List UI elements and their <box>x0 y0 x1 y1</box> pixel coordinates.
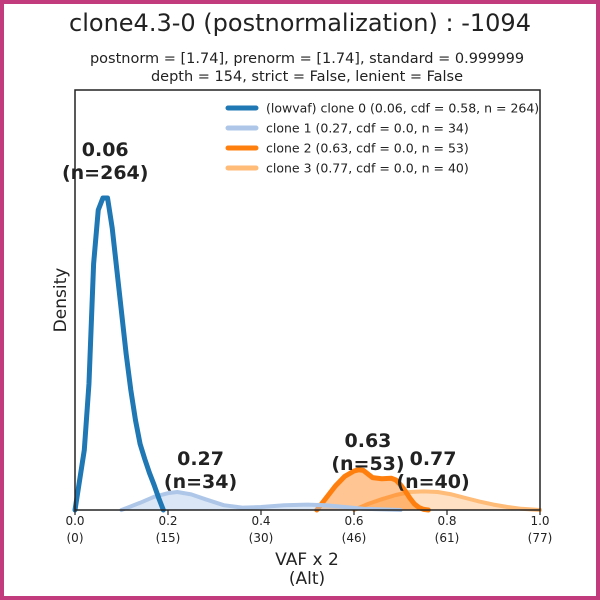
chart-subtitle-line-1: postnorm = [1.74], prenorm = [1.74], sta… <box>90 51 524 67</box>
series-0-line <box>72 195 166 513</box>
series-1-line <box>119 490 403 512</box>
x-tick-label: 0.4 <box>251 514 270 528</box>
legend-entry-0: (lowvaf) clone 0 (0.06, cdf = 0.58, n = … <box>266 101 539 116</box>
peak-value-label: 0.27 <box>177 448 224 470</box>
series-3-line <box>352 489 542 512</box>
legend: (lowvaf) clone 0 (0.06, cdf = 0.58, n = … <box>225 101 539 176</box>
legend-entry-3: clone 3 (0.77, cdf = 0.0, n = 40) <box>266 161 469 176</box>
peak-value-label: 0.06 <box>82 139 129 161</box>
peak-count-label: (n=34) <box>164 471 237 493</box>
y-axis-label: Density <box>51 268 71 333</box>
plot-area-border <box>74 89 541 511</box>
peak-count-label: (n=40) <box>396 471 469 493</box>
legend-entry-2: clone 2 (0.63, cdf = 0.0, n = 53) <box>266 141 469 156</box>
peak-annotations: 0.06(n=264) 0.27(n=34) 0.63(n=53) 0.77(n=40… <box>62 139 470 493</box>
peak-value-label: 0.63 <box>345 430 392 452</box>
x-tick-alt-label: (61) <box>435 531 460 545</box>
series-curves <box>72 195 542 513</box>
peak-value-label: 0.77 <box>410 448 457 470</box>
x-tick-label: 0.8 <box>437 514 456 528</box>
x-tick-alt-label: (15) <box>156 531 181 545</box>
series-2-line <box>314 467 431 513</box>
x-tick-alt-label: (0) <box>67 531 84 545</box>
x-tick-alt-label: (46) <box>342 531 367 545</box>
x-tick-label: 1.0 <box>530 514 549 528</box>
peak-count-label: (n=53) <box>331 453 404 475</box>
x-tick-alt-label: (77) <box>528 531 553 545</box>
x-axis-ticks: 0.0 (0) 0.2 (15) 0.4 (30) 0.6 (46) 0.8 (61) 1.0 (77… <box>65 510 552 545</box>
x-tick-alt-label: (30) <box>249 531 274 545</box>
legend-entry-1: clone 1 (0.27, cdf = 0.0, n = 34) <box>266 121 469 136</box>
chart-title: clone4.3-0 (postnormalization) : -1094 <box>69 9 531 37</box>
chart-subtitle-line-2: depth = 154, strict = False, lenient = F… <box>151 69 463 85</box>
x-tick-label: 0.0 <box>65 514 84 528</box>
x-tick-label: 0.2 <box>158 514 177 528</box>
x-axis-label: VAF x 2 <box>275 550 339 570</box>
peak-count-label: (n=264) <box>62 162 148 184</box>
x-axis-label-alt: (Alt) <box>289 569 325 589</box>
x-tick-label: 0.6 <box>344 514 363 528</box>
